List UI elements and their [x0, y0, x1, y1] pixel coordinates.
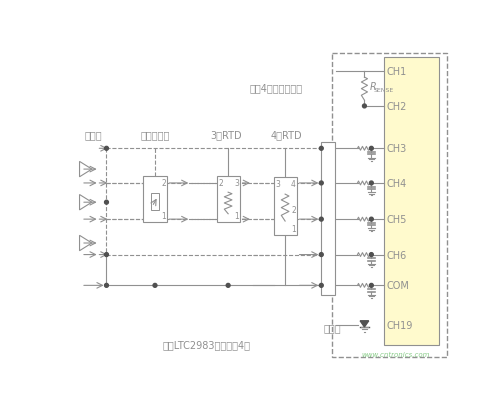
Polygon shape: [360, 321, 369, 327]
Circle shape: [319, 218, 323, 222]
Text: 冷接點: 冷接點: [324, 322, 342, 332]
Circle shape: [369, 253, 373, 257]
Circle shape: [226, 284, 230, 288]
Circle shape: [319, 284, 323, 288]
Bar: [321, 143, 335, 295]
Bar: [384, 58, 439, 345]
Text: CH2: CH2: [387, 102, 407, 112]
Text: 2: 2: [291, 206, 296, 215]
Circle shape: [319, 253, 323, 257]
Circle shape: [105, 253, 109, 257]
Text: R: R: [370, 82, 377, 92]
Circle shape: [105, 147, 109, 151]
Polygon shape: [79, 195, 92, 210]
Text: 1: 1: [161, 211, 166, 220]
Circle shape: [319, 182, 323, 185]
Circle shape: [363, 105, 366, 109]
Text: CH19: CH19: [387, 321, 413, 330]
Text: 1: 1: [291, 224, 296, 233]
Text: SENSE: SENSE: [374, 88, 394, 93]
Text: CH5: CH5: [387, 215, 407, 225]
Text: 2: 2: [218, 179, 223, 188]
Text: 3: 3: [234, 179, 239, 188]
Polygon shape: [79, 236, 92, 251]
Text: 3線RTD: 3線RTD: [210, 130, 241, 140]
Text: 熱電偶: 熱電偶: [85, 130, 102, 140]
Circle shape: [319, 147, 323, 151]
Text: 3: 3: [275, 180, 280, 189]
Circle shape: [153, 284, 157, 288]
Circle shape: [369, 182, 373, 185]
Text: COM: COM: [387, 281, 409, 291]
Text: 熱敏電阻器: 熱敏電阻器: [140, 130, 170, 140]
Text: CH6: CH6: [387, 250, 407, 260]
Text: 4: 4: [291, 180, 296, 189]
Text: CH4: CH4: [387, 178, 407, 189]
Text: 2: 2: [161, 179, 166, 188]
Text: CH3: CH3: [387, 144, 407, 154]
Circle shape: [369, 284, 373, 288]
Text: CH1: CH1: [387, 67, 407, 77]
Polygon shape: [79, 162, 92, 178]
Text: 每個LTC2983連接多達4組: 每個LTC2983連接多達4組: [162, 340, 250, 350]
Circle shape: [369, 147, 373, 151]
Bar: [274, 178, 297, 235]
Bar: [217, 177, 240, 222]
Text: 1: 1: [234, 211, 239, 220]
Bar: [151, 193, 159, 210]
Text: 所有4組傳感器共用: 所有4組傳感器共用: [249, 83, 302, 92]
Bar: [332, 54, 447, 357]
Circle shape: [369, 218, 373, 222]
Text: www.cntronics.com: www.cntronics.com: [361, 351, 430, 357]
Circle shape: [105, 284, 109, 288]
Bar: [143, 177, 166, 222]
Circle shape: [105, 201, 109, 204]
Text: 4線RTD: 4線RTD: [270, 130, 302, 140]
